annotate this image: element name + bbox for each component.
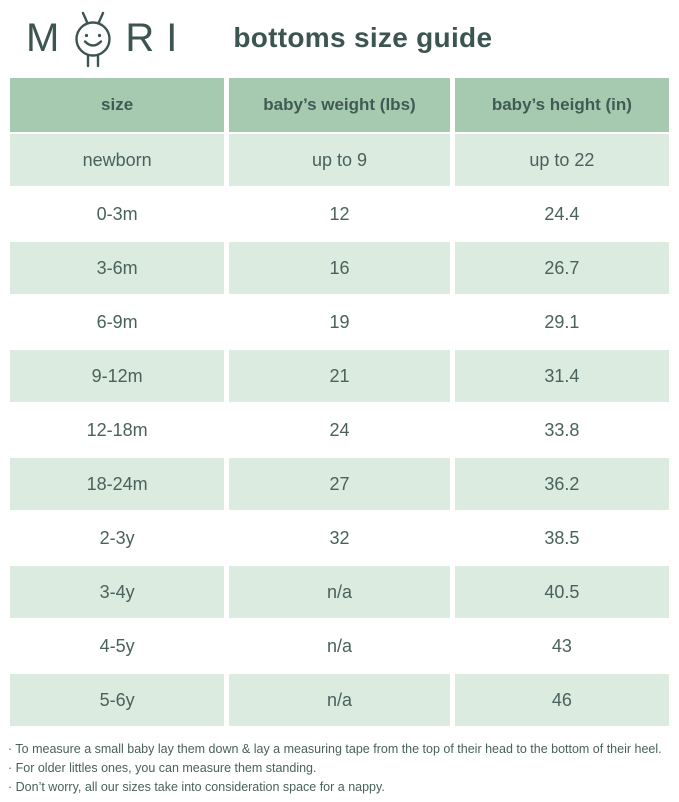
cell-size: 2-3y xyxy=(10,512,225,564)
top-bar: M R I bottoms size guide xyxy=(0,0,679,72)
size-guide-table: size baby’s weight (lbs) baby’s height (… xyxy=(10,78,669,726)
cell-size: 6-9m xyxy=(10,296,225,348)
footnote-nappy-space: · Don’t worry, all our sizes take into c… xyxy=(8,779,385,794)
cell-weight: n/a xyxy=(229,674,450,726)
cell-weight: n/a xyxy=(229,566,450,618)
cell-height: 31.4 xyxy=(454,350,669,402)
cell-size: 12-18m xyxy=(10,404,225,456)
footnotes: · To measure a small baby lay them down … xyxy=(8,740,669,796)
cell-height: 24.4 xyxy=(454,188,669,240)
footnote-measure-standing: · For older littles ones, you can measur… xyxy=(8,760,317,775)
cell-height: 40.5 xyxy=(454,566,669,618)
cell-weight: 32 xyxy=(229,512,450,564)
cell-size: newborn xyxy=(10,134,225,186)
column-header-height: baby’s height (in) xyxy=(454,78,669,132)
cell-size: 9-12m xyxy=(10,350,225,402)
cell-weight: 21 xyxy=(229,350,450,402)
footnote-measure-lying: · To measure a small baby lay them down … xyxy=(8,742,662,756)
column-header-weight: baby’s weight (lbs) xyxy=(229,78,450,132)
cell-height: 43 xyxy=(454,620,669,672)
cell-height: 46 xyxy=(454,674,669,726)
cell-weight: 27 xyxy=(229,458,450,510)
cell-weight: n/a xyxy=(229,620,450,672)
cell-weight: 16 xyxy=(229,242,450,294)
logo-letter-i: I xyxy=(166,16,180,60)
cell-height: 26.7 xyxy=(454,242,669,294)
cell-size: 3-6m xyxy=(10,242,225,294)
logo-letter-r: R xyxy=(125,16,157,60)
column-header-size: size xyxy=(10,78,225,132)
mori-logo: M R I xyxy=(26,7,179,69)
smiley-o-icon xyxy=(71,7,115,69)
cell-height: 36.2 xyxy=(454,458,669,510)
cell-height: up to 22 xyxy=(454,134,669,186)
cell-weight: 19 xyxy=(229,296,450,348)
logo-letter-m: M xyxy=(26,16,62,60)
cell-size: 5-6y xyxy=(10,674,225,726)
cell-weight: up to 9 xyxy=(229,134,450,186)
cell-weight: 24 xyxy=(229,404,450,456)
page-title: bottoms size guide xyxy=(233,22,493,53)
cell-height: 38.5 xyxy=(454,512,669,564)
cell-size: 0-3m xyxy=(10,188,225,240)
cell-weight: 12 xyxy=(229,188,450,240)
cell-size: 3-4y xyxy=(10,566,225,618)
cell-size: 18-24m xyxy=(10,458,225,510)
cell-size: 4-5y xyxy=(10,620,225,672)
cell-height: 29.1 xyxy=(454,296,669,348)
cell-height: 33.8 xyxy=(454,404,669,456)
